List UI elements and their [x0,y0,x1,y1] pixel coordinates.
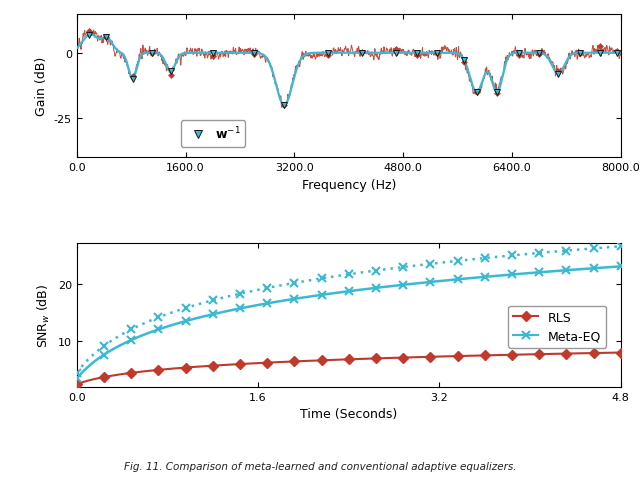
Text: Fig. 11. Comparison of meta-learned and conventional adaptive equalizers.: Fig. 11. Comparison of meta-learned and … [124,462,516,471]
Y-axis label: SNR$_w$ (dB): SNR$_w$ (dB) [36,284,52,348]
X-axis label: Time (Seconds): Time (Seconds) [300,408,397,421]
Y-axis label: Gain (dB): Gain (dB) [35,57,48,116]
Legend: RLS, Meta-EQ: RLS, Meta-EQ [508,306,606,348]
Legend: $\mathbf{w}^{-1}$: $\mathbf{w}^{-1}$ [181,121,246,147]
X-axis label: Frequency (Hz): Frequency (Hz) [301,178,396,191]
